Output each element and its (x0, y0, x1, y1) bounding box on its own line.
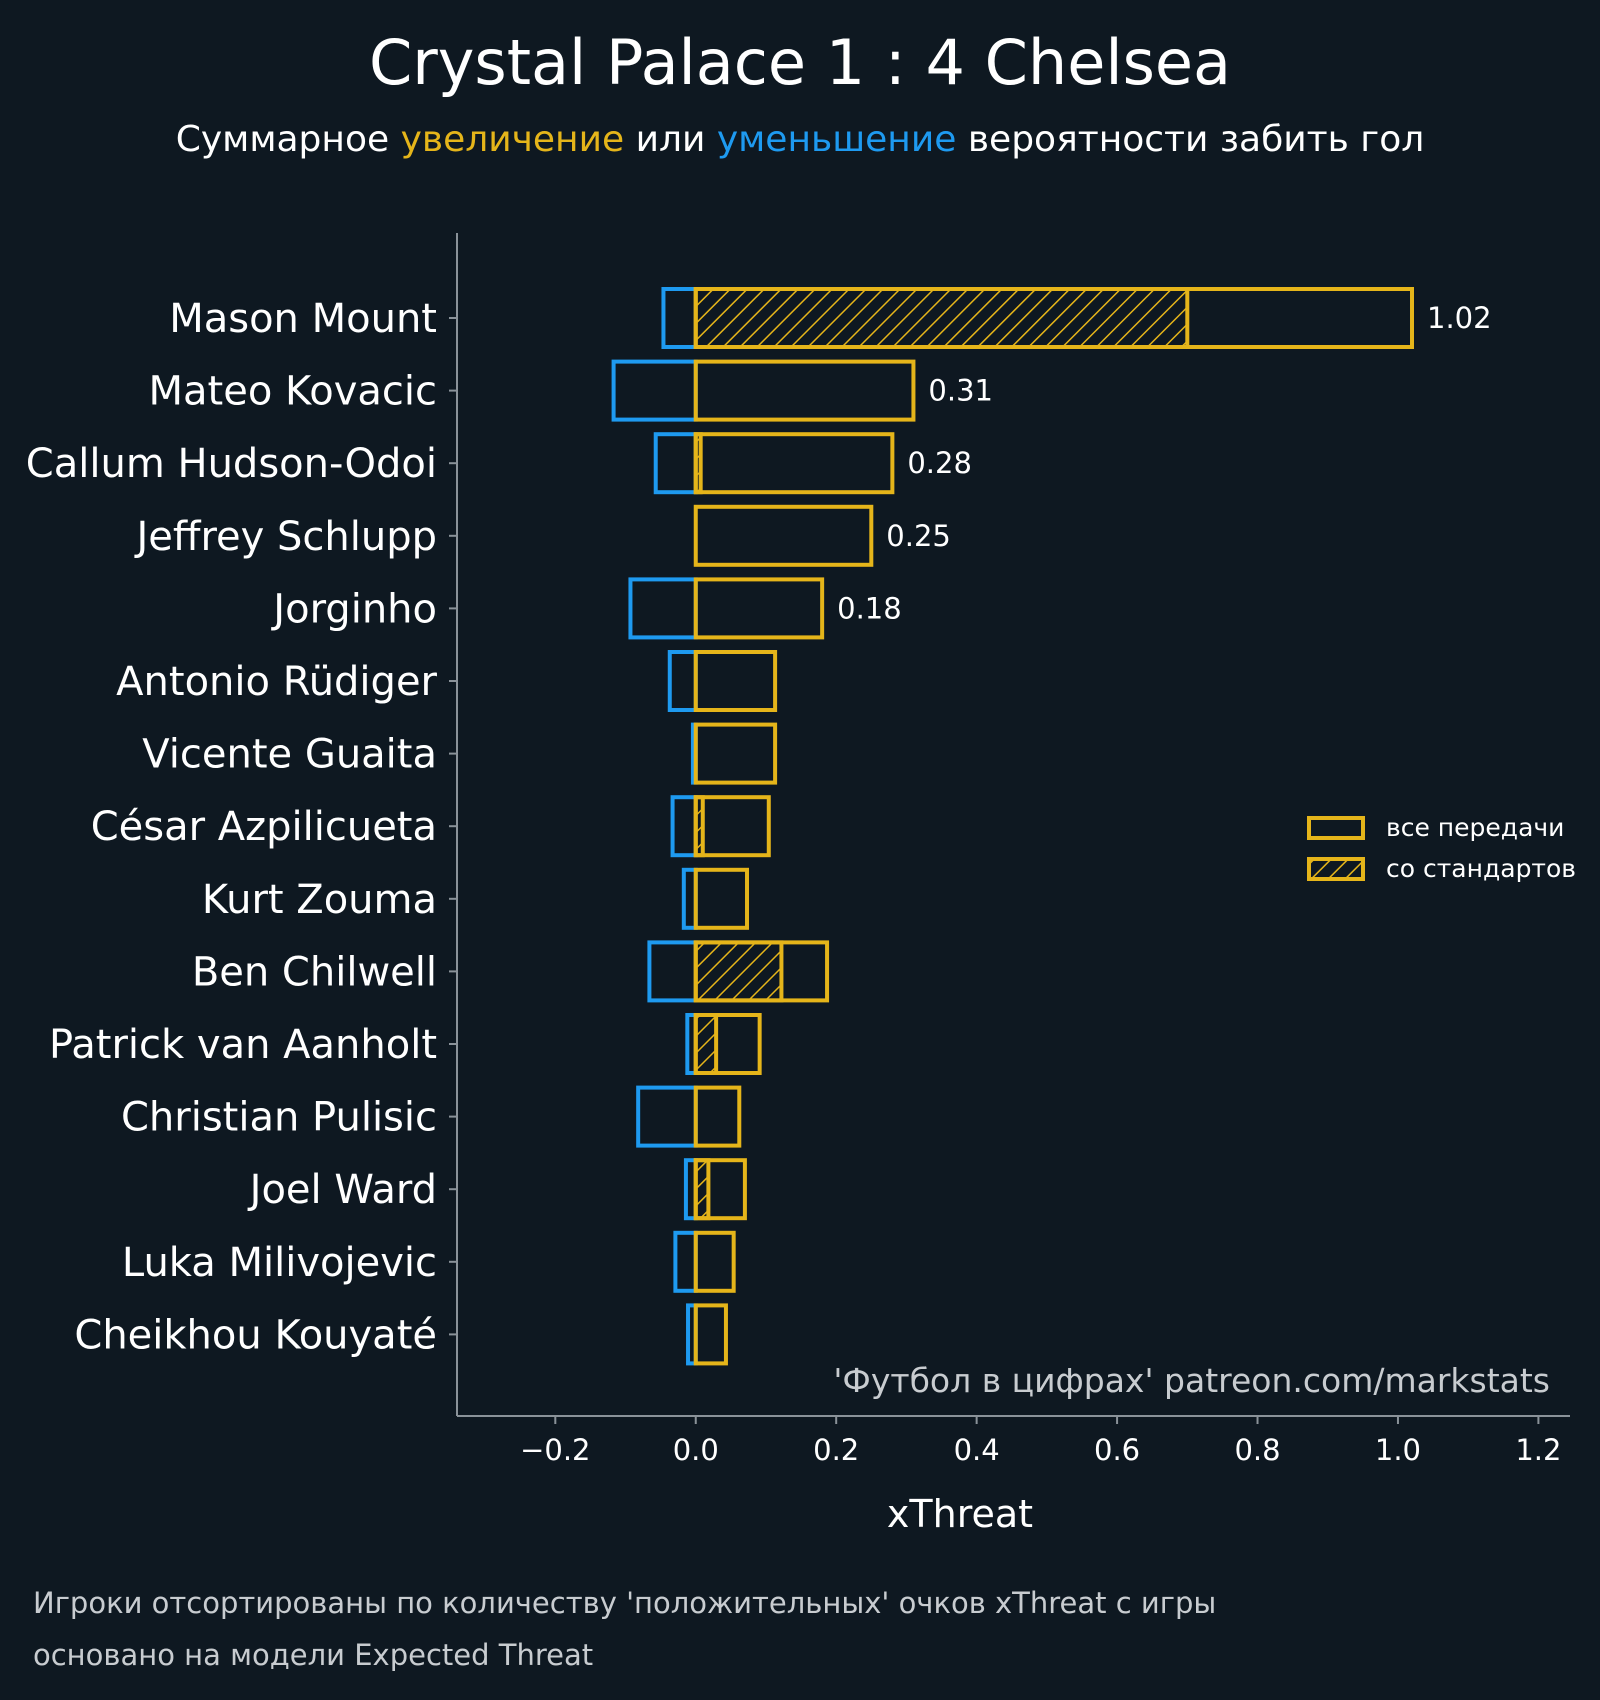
watermark: 'Футбол в цифрах' patreon.com/markstats (833, 1361, 1550, 1400)
positive-bar (693, 577, 825, 640)
y-tick-label: Jorginho (270, 586, 437, 632)
bar-row: 0.18 (628, 577, 902, 640)
y-tick-label: Christian Pulisic (121, 1095, 437, 1141)
x-tick-label: 0.0 (673, 1433, 719, 1467)
positive-bar (693, 1085, 742, 1148)
x-tick-label: 0.6 (1094, 1433, 1140, 1467)
negative-bar (611, 359, 698, 422)
y-tick-label: Cheikhou Kouyaté (74, 1312, 437, 1358)
legend-label-all-passes: все передачи (1386, 813, 1564, 842)
x-tick-label: 0.4 (954, 1433, 1000, 1467)
y-tick-label: Patrick van Aanholt (49, 1022, 437, 1068)
negative-bar (653, 432, 698, 495)
data-label: 0.28 (907, 446, 972, 480)
x-tick-label: −0.2 (520, 1433, 590, 1467)
positive-bar (693, 504, 874, 567)
positive-bar (693, 1158, 747, 1221)
data-label: 0.25 (886, 519, 951, 553)
subtitle-increase: увеличение (401, 119, 625, 160)
y-tick-label: César Azpilicueta (91, 804, 437, 850)
bar-row (670, 795, 771, 858)
x-tick-label: 0.2 (813, 1433, 859, 1467)
subtitle-part: или (624, 119, 717, 160)
legend-swatch-set-pieces (1307, 857, 1365, 881)
negative-bar (636, 1085, 698, 1148)
bars: 1.02 0.31 0.28 0.25 0.18 (611, 287, 1492, 1366)
data-label: 0.18 (837, 591, 902, 625)
footnote-1: Игроки отсортированы по количеству 'поло… (33, 1586, 1216, 1620)
positive-bar (693, 1230, 736, 1293)
positive-bar (693, 650, 778, 712)
set-piece-bar (693, 1013, 719, 1075)
negative-bar (667, 650, 698, 712)
chart-title: Crystal Palace 1 : 4 Chelsea (369, 26, 1231, 99)
bar-row (647, 940, 830, 1003)
y-tick-label: Joel Ward (247, 1167, 437, 1213)
set-piece-bar (693, 287, 1190, 349)
positive-bar (693, 940, 830, 1003)
y-tick-label: Mason Mount (169, 296, 437, 342)
positive-bar (693, 359, 916, 422)
y-tick-label: Luka Milivojevic (122, 1240, 437, 1286)
positive-bar (693, 287, 1415, 349)
x-axis-label: xThreat (887, 1492, 1033, 1536)
x-tick-label: 0.8 (1234, 1433, 1280, 1467)
footnote-2: основано на модели Expected Threat (33, 1638, 593, 1672)
legend-swatch-all-passes (1307, 816, 1365, 840)
positive-bar (693, 1013, 762, 1075)
positive-bar (693, 432, 895, 495)
legend-label-set-pieces: со стандартов (1386, 854, 1576, 883)
negative-bar (647, 940, 698, 1003)
set-piece-bar (693, 940, 784, 1003)
subtitle-part: вероятности забить гол (956, 119, 1424, 160)
bar-row: 0.25 (693, 504, 951, 567)
legend: все передачи со стандартов (1307, 813, 1576, 883)
negative-bar (673, 1230, 698, 1293)
bar-row (681, 867, 750, 930)
bar-row (683, 1158, 747, 1221)
bar-row (690, 722, 778, 785)
bar-row (685, 1013, 762, 1075)
x-tick-label: 1.0 (1375, 1433, 1421, 1467)
positive-bar (693, 722, 778, 785)
subtitle-part: Суммарное (176, 119, 401, 160)
negative-bar (670, 795, 698, 858)
axes: Mason Mount Mateo Kovacic Callum Hudson-Od… (26, 233, 1570, 1467)
y-tick-label: Callum Hudson-Odoi (26, 441, 437, 487)
y-tick-label: Antonio Rüdiger (116, 659, 437, 705)
negative-bar (661, 287, 698, 349)
negative-bar (628, 577, 698, 640)
x-tick-label: 1.2 (1515, 1433, 1561, 1467)
bar-row (686, 1303, 728, 1366)
chart-subtitle: Суммарное увеличение или уменьшение веро… (176, 119, 1425, 160)
bar-row: 1.02 (661, 287, 1492, 349)
y-tick-label: Mateo Kovacic (149, 369, 438, 415)
data-label: 1.02 (1427, 301, 1492, 335)
y-tick-label: Vicente Guaita (142, 732, 437, 778)
bar-row: 0.28 (653, 432, 972, 495)
bar-row: 0.31 (611, 359, 993, 422)
y-tick-label: Kurt Zouma (202, 877, 437, 923)
bar-row (673, 1230, 736, 1293)
y-tick-label: Jeffrey Schlupp (133, 514, 437, 560)
subtitle-decrease: уменьшение (717, 119, 957, 160)
positive-bar (693, 1303, 728, 1366)
y-tick-label: Ben Chilwell (192, 949, 437, 995)
positive-bar (693, 867, 750, 930)
positive-bar (693, 795, 771, 858)
bar-row (636, 1085, 742, 1148)
data-label: 0.31 (928, 374, 993, 408)
bar-row (667, 650, 778, 712)
